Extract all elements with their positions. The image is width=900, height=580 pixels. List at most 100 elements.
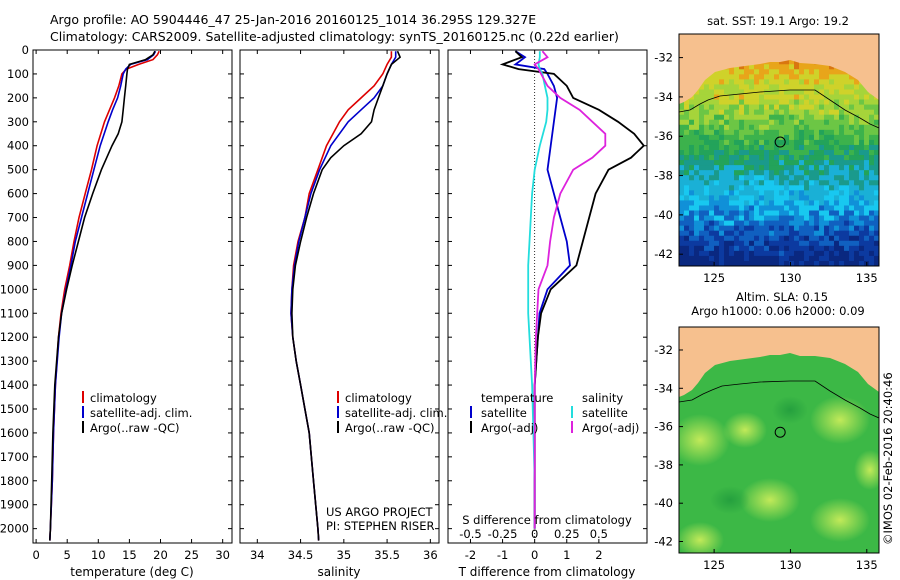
sst-cell: [744, 79, 750, 85]
sst-cell: [794, 220, 800, 226]
salinity-depth-ticks: [240, 49, 439, 530]
sst-cell: [779, 64, 785, 70]
sst-cell: [854, 139, 860, 146]
sst-cell: [739, 94, 745, 100]
sst-cell: [724, 114, 730, 121]
sst-cell: [874, 144, 879, 151]
sst-cell: [689, 230, 695, 237]
sst-cell: [684, 114, 690, 121]
sst-cell: [789, 185, 795, 191]
sla-bathymetry-contour: [679, 380, 879, 419]
sst-cell: [854, 210, 860, 216]
sst-cell: [744, 170, 750, 176]
sst-cell: [854, 160, 860, 166]
sst-cell: [744, 64, 750, 70]
sst-cell: [804, 109, 810, 115]
sst-cell: [749, 165, 755, 171]
legend-label-s-argo: Argo(-adj): [582, 421, 639, 435]
sst-cell: [799, 215, 805, 221]
sst-cell: [859, 255, 865, 262]
sst-cell: [869, 210, 875, 216]
sst-cell: [859, 150, 865, 156]
sst-cell: [679, 109, 685, 115]
sst-cell: [829, 104, 835, 110]
series-line-argo-raw-qc: [49, 50, 156, 541]
sst-cell: [734, 165, 740, 171]
sst-cell: [804, 260, 810, 266]
sst-cell: [864, 205, 870, 211]
sst-cell: [729, 185, 735, 191]
sst-cell: [784, 160, 790, 166]
sst-cell: [759, 260, 765, 266]
sst-cell: [829, 150, 835, 156]
sst-cell: [844, 250, 850, 257]
sst-cell: [769, 144, 775, 151]
sst-cell: [704, 99, 710, 105]
sst-cell: [849, 255, 855, 262]
sst-cell: [704, 139, 710, 146]
sst-cell: [764, 124, 770, 131]
sst-cell: [864, 215, 870, 221]
sst-cell: [769, 170, 775, 176]
sst-cell: [714, 69, 720, 75]
sst-cell: [739, 225, 745, 231]
sst-cell: [844, 260, 850, 266]
sst-cell: [759, 245, 765, 252]
sst-cell: [849, 185, 855, 191]
sst-cell: [834, 235, 840, 242]
series-line-satellite-adj-clim: [290, 51, 397, 541]
sst-cell: [749, 94, 755, 100]
sst-cell: [789, 119, 795, 126]
sst-cell: [734, 155, 740, 161]
sst-cell: [794, 155, 800, 161]
sst-cell: [709, 74, 715, 80]
sst-cell: [714, 230, 720, 237]
sst-cell: [829, 230, 835, 237]
sst-cell: [854, 215, 860, 221]
sst-cell: [874, 114, 879, 121]
sst-cell: [839, 155, 845, 161]
sst-cell: [759, 185, 765, 191]
sst-cell: [689, 155, 695, 161]
sst-cell: [779, 94, 785, 100]
sst-cell: [689, 170, 695, 176]
sst-cell: [749, 250, 755, 257]
sst-cell: [859, 245, 865, 252]
sst-cell: [809, 225, 815, 231]
sst-cell: [679, 210, 685, 216]
sst-cell: [719, 79, 725, 85]
sst-cell: [814, 165, 820, 171]
sst-cell: [739, 104, 745, 110]
sst-cell: [794, 119, 800, 126]
sst-cell: [689, 144, 695, 151]
sst-cell: [824, 245, 830, 252]
sst-cell: [729, 134, 735, 141]
sst-cell: [684, 160, 690, 166]
sst-cell: [859, 250, 865, 257]
sst-cell: [719, 185, 725, 191]
sst-cell: [704, 129, 710, 136]
sst-cell: [679, 260, 685, 266]
depth-tick-label: 900: [7, 258, 29, 272]
sst-cell: [769, 129, 775, 136]
sst-cell: [759, 109, 765, 115]
sst-cell: [764, 205, 770, 211]
sst-cell: [769, 150, 775, 156]
sst-cell: [744, 220, 750, 226]
sst-cell: [744, 119, 750, 126]
sst-cell: [744, 104, 750, 110]
sst-cell: [799, 235, 805, 242]
sst-cell: [769, 89, 775, 95]
sst-cell: [789, 144, 795, 151]
sst-cell: [809, 215, 815, 221]
sst-cell: [784, 64, 790, 70]
series-line-salinity-satellite: [527, 51, 549, 529]
sst-cell: [749, 195, 755, 201]
sst-cell: [764, 240, 770, 247]
sst-cell: [804, 175, 810, 181]
sst-cell: [829, 250, 835, 257]
lat-tick-label: -42: [654, 247, 673, 261]
sst-cell: [854, 195, 860, 201]
sst-cell: [679, 129, 685, 136]
sst-cell: [819, 155, 825, 161]
